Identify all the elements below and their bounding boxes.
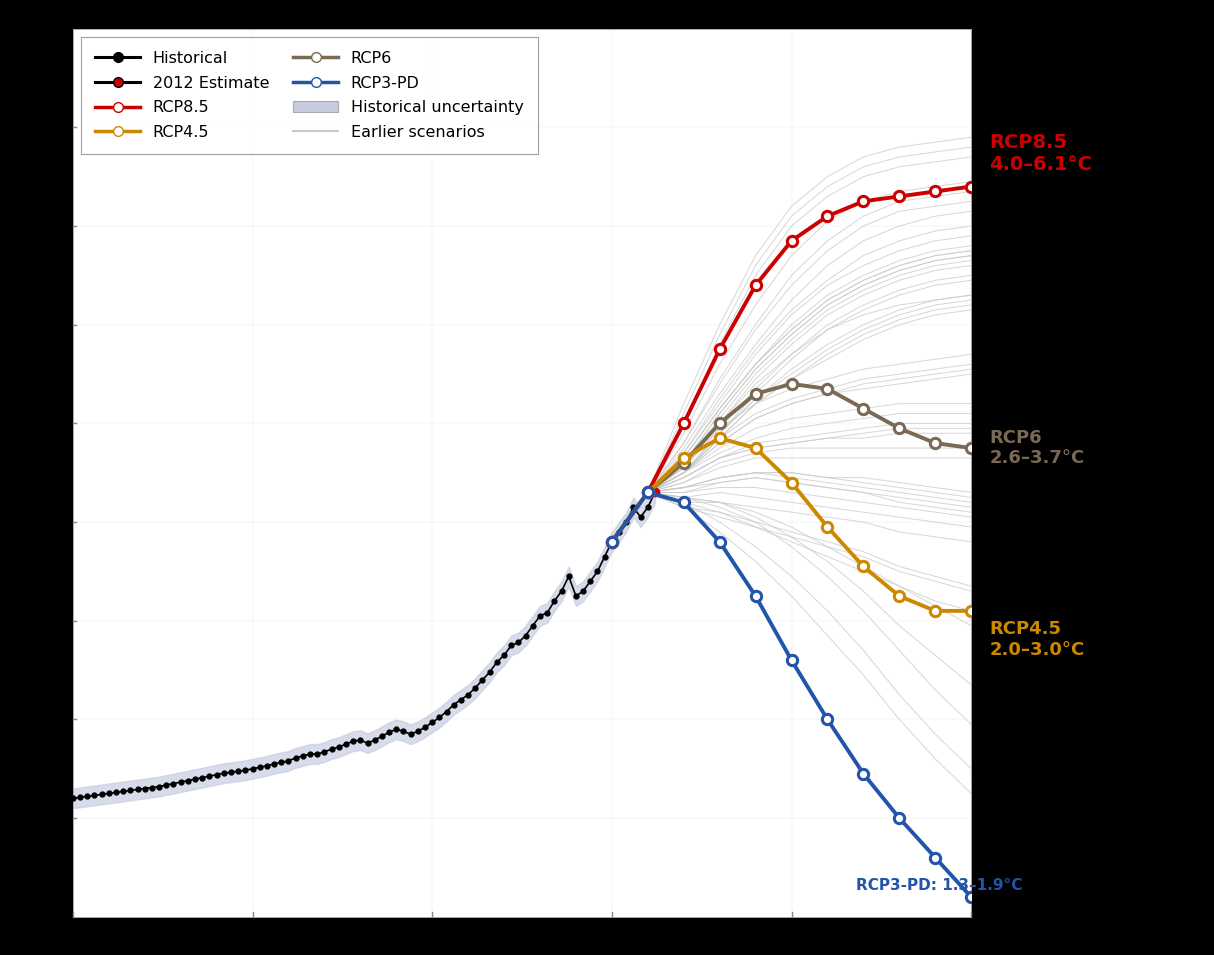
Point bbox=[639, 485, 658, 500]
Point bbox=[890, 420, 909, 435]
Point bbox=[853, 194, 873, 209]
Point bbox=[745, 588, 765, 604]
Point bbox=[961, 440, 981, 456]
Point bbox=[710, 342, 730, 357]
Point bbox=[961, 604, 981, 619]
Point bbox=[782, 475, 801, 490]
Point bbox=[710, 534, 730, 549]
Point bbox=[925, 435, 944, 451]
Text: RCP8.5
4.0–6.1°C: RCP8.5 4.0–6.1°C bbox=[989, 133, 1093, 174]
Point bbox=[745, 440, 765, 456]
Point bbox=[890, 588, 909, 604]
Point bbox=[925, 183, 944, 200]
Point bbox=[674, 456, 693, 471]
Point bbox=[745, 278, 765, 293]
Point bbox=[890, 811, 909, 826]
Point bbox=[925, 850, 944, 865]
Point bbox=[853, 559, 873, 574]
Point bbox=[639, 485, 658, 500]
Point bbox=[602, 534, 622, 549]
Point bbox=[782, 376, 801, 392]
Point bbox=[925, 604, 944, 619]
Point bbox=[602, 534, 622, 549]
Point bbox=[853, 401, 873, 416]
Point bbox=[674, 495, 693, 510]
Point bbox=[602, 534, 622, 549]
Point bbox=[745, 386, 765, 401]
Point bbox=[782, 652, 801, 668]
Point bbox=[890, 189, 909, 204]
Point bbox=[818, 208, 838, 223]
Point bbox=[710, 431, 730, 446]
Text: RCP3-PD: 1.3–1.9°C: RCP3-PD: 1.3–1.9°C bbox=[856, 878, 1022, 893]
Point bbox=[782, 233, 801, 248]
Point bbox=[639, 485, 658, 500]
Point bbox=[818, 381, 838, 396]
Point bbox=[818, 520, 838, 535]
Point bbox=[639, 485, 658, 500]
Point bbox=[853, 766, 873, 781]
Legend: Historical, 2012 Estimate, RCP8.5, RCP4.5, RCP6, RCP3-PD, Historical uncertainty: Historical, 2012 Estimate, RCP8.5, RCP4.… bbox=[81, 36, 538, 154]
Point bbox=[710, 415, 730, 431]
Point bbox=[602, 534, 622, 549]
Point bbox=[961, 179, 981, 194]
Point bbox=[674, 450, 693, 465]
Text: RCP4.5
2.0–3.0°C: RCP4.5 2.0–3.0°C bbox=[989, 620, 1084, 659]
Point bbox=[961, 889, 981, 904]
Text: RCP6
2.6–3.7°C: RCP6 2.6–3.7°C bbox=[989, 429, 1084, 467]
Point bbox=[674, 415, 693, 431]
Point bbox=[818, 711, 838, 727]
